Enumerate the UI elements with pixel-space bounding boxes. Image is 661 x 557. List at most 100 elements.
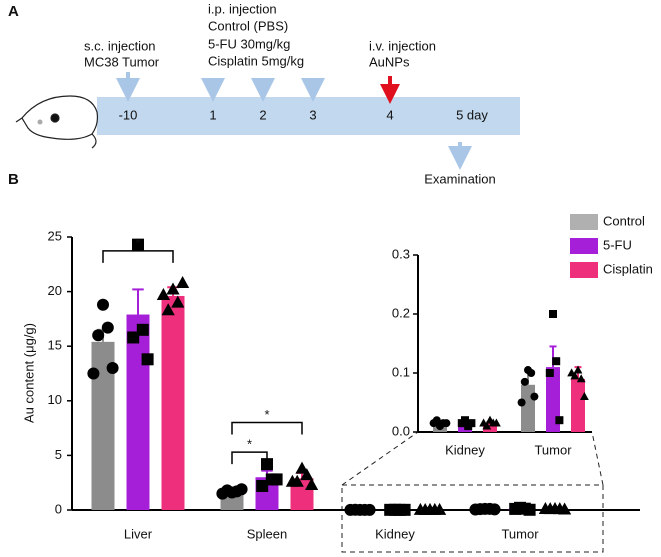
point (295, 461, 309, 474)
point (141, 353, 154, 366)
event-text: MC38 Tumor (84, 54, 160, 69)
point (573, 365, 583, 374)
point (285, 474, 299, 487)
bar (126, 314, 150, 510)
point (398, 503, 411, 516)
point (101, 321, 114, 334)
event-text: AuNPs (369, 54, 410, 69)
point (166, 282, 180, 295)
x-tick-label: Tumor (501, 526, 539, 541)
legend-swatch (570, 214, 598, 230)
bar (571, 378, 585, 432)
bar (546, 367, 560, 432)
significance-bracket (102, 250, 174, 263)
day-label: 3 (309, 107, 316, 122)
point (545, 369, 554, 377)
day-label: 2 (259, 107, 266, 122)
bar (161, 295, 185, 510)
y-tick-label: 20 (48, 283, 62, 298)
point (413, 502, 427, 515)
point (176, 275, 190, 288)
point (363, 503, 376, 516)
point (97, 298, 109, 311)
y-tick-label: 0 (55, 501, 62, 516)
point (305, 477, 319, 490)
point (530, 392, 539, 401)
y-tick-label: 5 (55, 447, 62, 462)
legend-label: Cisplatin (603, 261, 653, 276)
point (87, 367, 100, 380)
day-label: 1 (209, 107, 216, 122)
point (517, 398, 526, 407)
significance-bracket (231, 421, 303, 435)
significance-bracket (231, 451, 268, 465)
day-label: 5 day (456, 107, 488, 122)
point (235, 483, 248, 496)
point (270, 473, 283, 486)
x-tick-label: Spleen (247, 526, 287, 541)
point (479, 418, 488, 427)
day-label: -10 (119, 107, 138, 122)
event-text: i.p. injection (208, 1, 277, 16)
point (127, 331, 140, 344)
event-text: i.v. injection (369, 38, 436, 53)
x-tick-label: Liver (124, 526, 153, 541)
point (256, 479, 269, 492)
point (469, 503, 482, 516)
point (433, 502, 447, 515)
point (492, 418, 501, 427)
mouse-icon (15, 95, 99, 149)
legend-swatch (570, 238, 598, 254)
point (580, 392, 589, 400)
point (161, 303, 175, 316)
point (156, 287, 170, 300)
point (567, 368, 576, 377)
y-tick-label: 0.3 (392, 246, 410, 261)
point (558, 502, 572, 515)
legend-label: Control (603, 213, 645, 228)
significance-label: * (247, 437, 252, 452)
bar (91, 341, 115, 510)
point (344, 503, 357, 516)
zoom-box (341, 431, 604, 553)
point (520, 377, 529, 386)
point (509, 502, 522, 515)
end-label: Examination (424, 171, 496, 186)
point (442, 419, 451, 428)
point (555, 416, 564, 425)
point (300, 468, 314, 481)
point (216, 487, 229, 500)
timeline-bar (97, 97, 520, 135)
y-tick-label: 0.2 (392, 305, 410, 320)
point (136, 323, 149, 336)
panel-label: A (8, 3, 19, 20)
y-tick-label: 15 (48, 338, 62, 353)
day-label: 4 (386, 107, 393, 122)
point (488, 503, 501, 516)
legend-swatch (570, 262, 598, 278)
legend-label: 5-FU (603, 237, 632, 252)
point (429, 419, 438, 428)
event-text: s.c. injection (84, 38, 156, 53)
event-text: Control (PBS) (208, 18, 288, 33)
y-tick-label: 0.1 (392, 364, 410, 379)
point (384, 503, 397, 516)
bar (521, 384, 535, 432)
y-tick-label: 0.0 (392, 423, 410, 438)
x-tick-label: Tumor (534, 442, 572, 457)
x-tick-label: Kidney (445, 442, 485, 457)
point (106, 362, 119, 375)
significance-label: * (264, 407, 269, 422)
event-text: 5-FU 30mg/kg (208, 36, 290, 51)
point (92, 329, 105, 342)
point (457, 419, 466, 428)
panel-label: B (8, 171, 19, 188)
y-tick-label: 10 (48, 392, 62, 407)
point (132, 238, 144, 251)
point (171, 295, 185, 308)
point (523, 503, 536, 516)
arrows (116, 72, 472, 170)
point (552, 357, 561, 366)
point (467, 419, 476, 428)
